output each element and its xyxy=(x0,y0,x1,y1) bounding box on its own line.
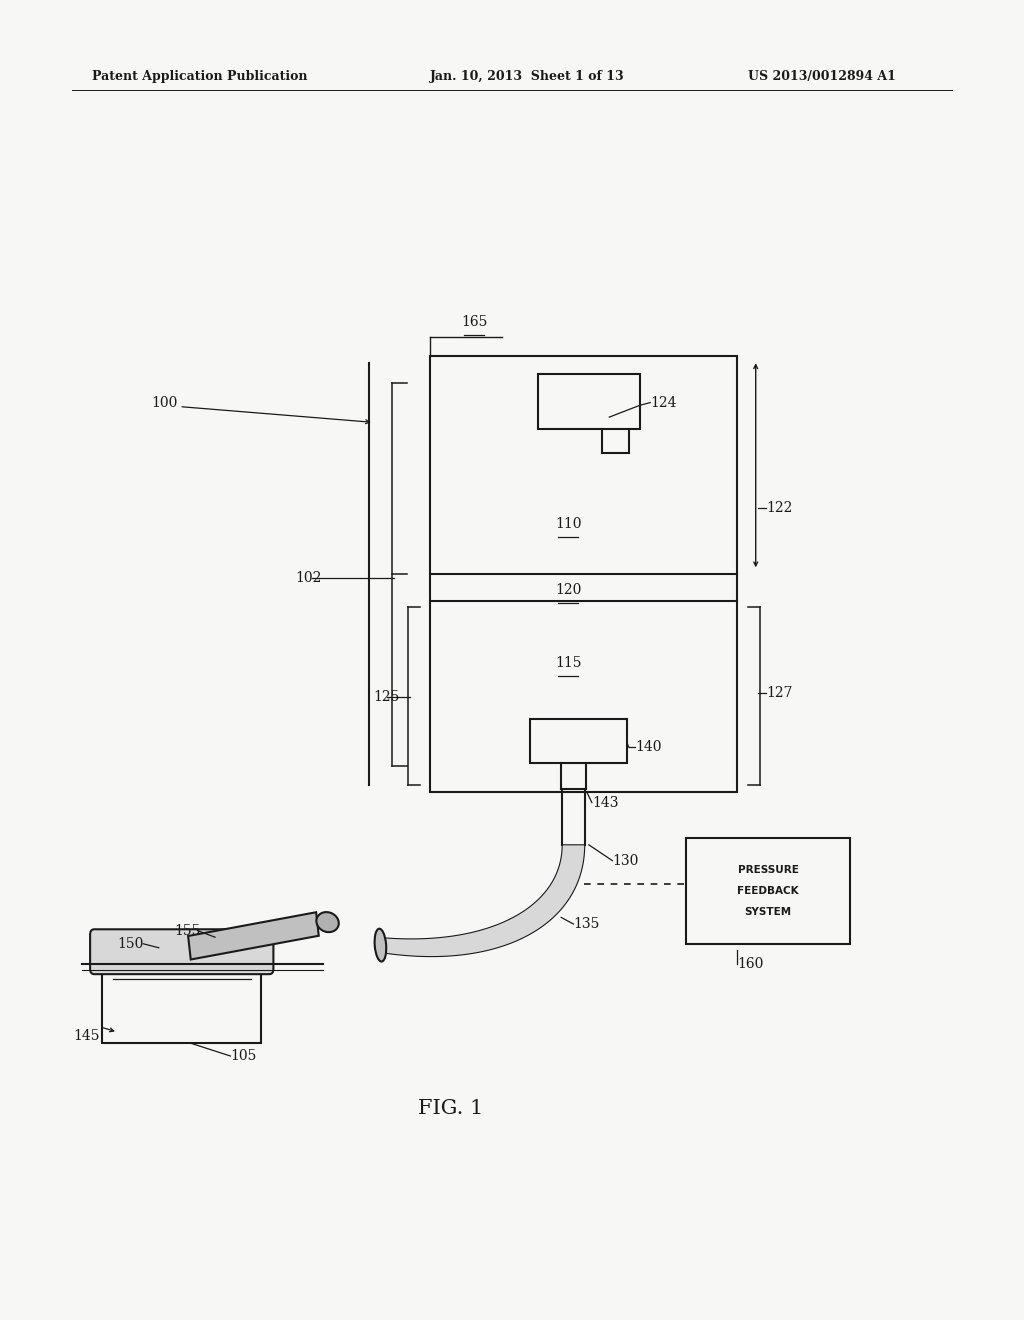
Text: 135: 135 xyxy=(573,917,600,931)
Text: 120: 120 xyxy=(555,583,582,597)
Text: 155: 155 xyxy=(174,924,201,937)
Text: 160: 160 xyxy=(737,957,764,970)
Text: 127: 127 xyxy=(766,686,793,700)
Text: 105: 105 xyxy=(230,1049,257,1063)
Text: 124: 124 xyxy=(650,396,677,409)
Text: 122: 122 xyxy=(766,502,793,515)
Text: 165: 165 xyxy=(461,315,487,329)
Text: 145: 145 xyxy=(74,1030,100,1043)
Text: FIG. 1: FIG. 1 xyxy=(418,1100,483,1118)
Text: 150: 150 xyxy=(118,937,144,950)
Text: 102: 102 xyxy=(295,572,322,585)
Text: 130: 130 xyxy=(612,854,639,867)
Text: FEEDBACK: FEEDBACK xyxy=(737,886,799,896)
Text: US 2013/0012894 A1: US 2013/0012894 A1 xyxy=(748,70,895,83)
Ellipse shape xyxy=(316,912,339,932)
Text: 125: 125 xyxy=(374,690,400,704)
Text: 110: 110 xyxy=(555,517,582,531)
Text: Jan. 10, 2013  Sheet 1 of 13: Jan. 10, 2013 Sheet 1 of 13 xyxy=(430,70,625,83)
Text: 140: 140 xyxy=(635,741,662,754)
Text: 100: 100 xyxy=(152,396,178,409)
Polygon shape xyxy=(377,845,585,957)
Text: PRESSURE: PRESSURE xyxy=(737,865,799,875)
Text: SYSTEM: SYSTEM xyxy=(744,907,792,917)
Text: 143: 143 xyxy=(592,796,618,809)
FancyBboxPatch shape xyxy=(90,929,273,974)
Text: 115: 115 xyxy=(555,656,582,669)
Polygon shape xyxy=(188,912,318,960)
Text: Patent Application Publication: Patent Application Publication xyxy=(92,70,307,83)
Ellipse shape xyxy=(375,929,386,961)
